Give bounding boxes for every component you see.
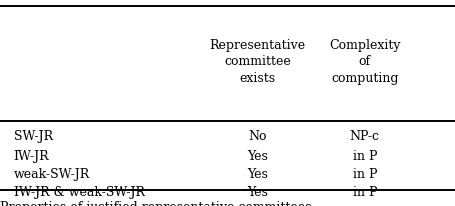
Text: in P: in P [352, 150, 376, 163]
Text: in P: in P [352, 186, 376, 199]
Text: Yes: Yes [247, 150, 268, 163]
Text: Representative
committee
exists: Representative committee exists [209, 39, 305, 85]
Text: weak-SW-JR: weak-SW-JR [14, 167, 90, 181]
Text: IW-JR & weak-SW-JR: IW-JR & weak-SW-JR [14, 186, 144, 199]
Text: Properties of justified representative committees: Properties of justified representative c… [0, 201, 311, 206]
Text: IW-JR: IW-JR [14, 150, 49, 163]
Text: Yes: Yes [247, 167, 268, 181]
Text: Yes: Yes [247, 186, 268, 199]
Text: NP-c: NP-c [349, 130, 379, 144]
Text: SW-JR: SW-JR [14, 130, 53, 144]
Text: No: No [248, 130, 266, 144]
Text: Complexity
of
computing: Complexity of computing [329, 39, 399, 85]
Text: in P: in P [352, 167, 376, 181]
